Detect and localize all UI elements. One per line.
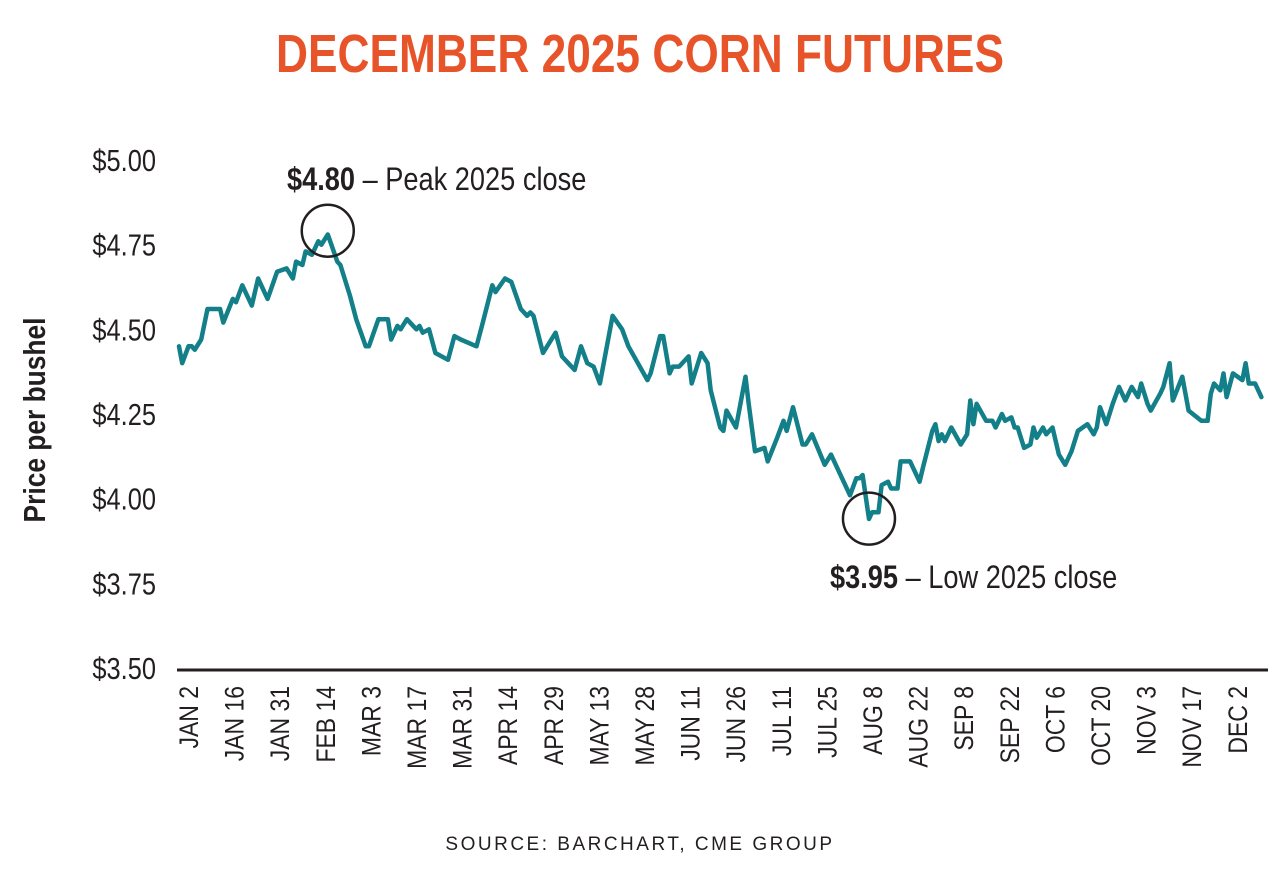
low-value: $3.95 bbox=[830, 560, 898, 596]
x-tick-label: MAR 3 bbox=[357, 686, 387, 756]
y-tick-label: $4.00 bbox=[92, 482, 156, 517]
x-tick-label: NOV 17 bbox=[1177, 686, 1207, 768]
x-tick-label: JUN 11 bbox=[676, 686, 706, 761]
x-tick-labels: JAN 2 JAN 16 JAN 31 FEB 14 MAR 3 MAR 17 MAR 31… bbox=[174, 686, 1253, 769]
x-tick-label: DEC 2 bbox=[1223, 686, 1253, 754]
x-tick-label: OCT 6 bbox=[1041, 686, 1071, 753]
y-tick-label: $4.25 bbox=[92, 398, 156, 433]
x-tick-label: AUG 22 bbox=[904, 686, 934, 768]
y-axis-label: Price per bushel bbox=[18, 318, 52, 523]
x-tick-label: JUN 26 bbox=[721, 686, 751, 763]
y-tick-label: $3.75 bbox=[92, 567, 156, 602]
peak-annotation: $4.80 – Peak 2025 close bbox=[287, 162, 586, 198]
low-marker-circle bbox=[841, 491, 897, 546]
peak-text: – Peak 2025 close bbox=[355, 162, 586, 198]
x-tick-label: JUL 11 bbox=[767, 686, 797, 756]
y-tick-label: $5.00 bbox=[92, 144, 156, 179]
low-annotation: $3.95 – Low 2025 close bbox=[830, 560, 1117, 596]
y-tick-label: $4.50 bbox=[92, 313, 156, 348]
low-text: – Low 2025 close bbox=[898, 560, 1117, 596]
x-tick-label: SEP 22 bbox=[995, 686, 1025, 763]
x-tick-label: MAR 17 bbox=[402, 686, 432, 769]
peak-marker-circle bbox=[300, 203, 356, 258]
y-tick-label: $3.50 bbox=[92, 652, 156, 687]
x-tick-label: OCT 20 bbox=[1086, 686, 1116, 766]
x-tick-label: NOV 3 bbox=[1132, 686, 1162, 755]
y-tick-labels: $3.50 $3.75 $4.00 $4.25 $4.50 $4.75 $5.00 bbox=[92, 144, 156, 687]
x-tick-label: MAR 31 bbox=[448, 686, 478, 769]
source-note: SOURCE: BARCHART, CME GROUP bbox=[445, 834, 834, 855]
x-tick-label: SEP 8 bbox=[949, 686, 979, 751]
x-tick-label: FEB 14 bbox=[311, 686, 341, 763]
x-tick-label: JAN 2 bbox=[174, 686, 204, 748]
x-tick-label: JAN 31 bbox=[265, 686, 295, 761]
x-tick-label: JUL 25 bbox=[813, 686, 843, 758]
x-tick-label: APR 14 bbox=[493, 686, 523, 765]
chart-title: DECEMBER 2025 CORN FUTURES bbox=[276, 24, 1004, 84]
x-tick-label: MAY 28 bbox=[630, 686, 660, 765]
x-tick-label: AUG 8 bbox=[858, 686, 888, 755]
x-tick-label: APR 29 bbox=[539, 686, 569, 765]
x-tick-label: JAN 16 bbox=[220, 686, 250, 761]
peak-value: $4.80 bbox=[287, 162, 355, 198]
y-tick-label: $4.75 bbox=[92, 228, 156, 263]
price-line bbox=[176, 232, 1264, 522]
x-tick-label: MAY 13 bbox=[585, 686, 615, 765]
